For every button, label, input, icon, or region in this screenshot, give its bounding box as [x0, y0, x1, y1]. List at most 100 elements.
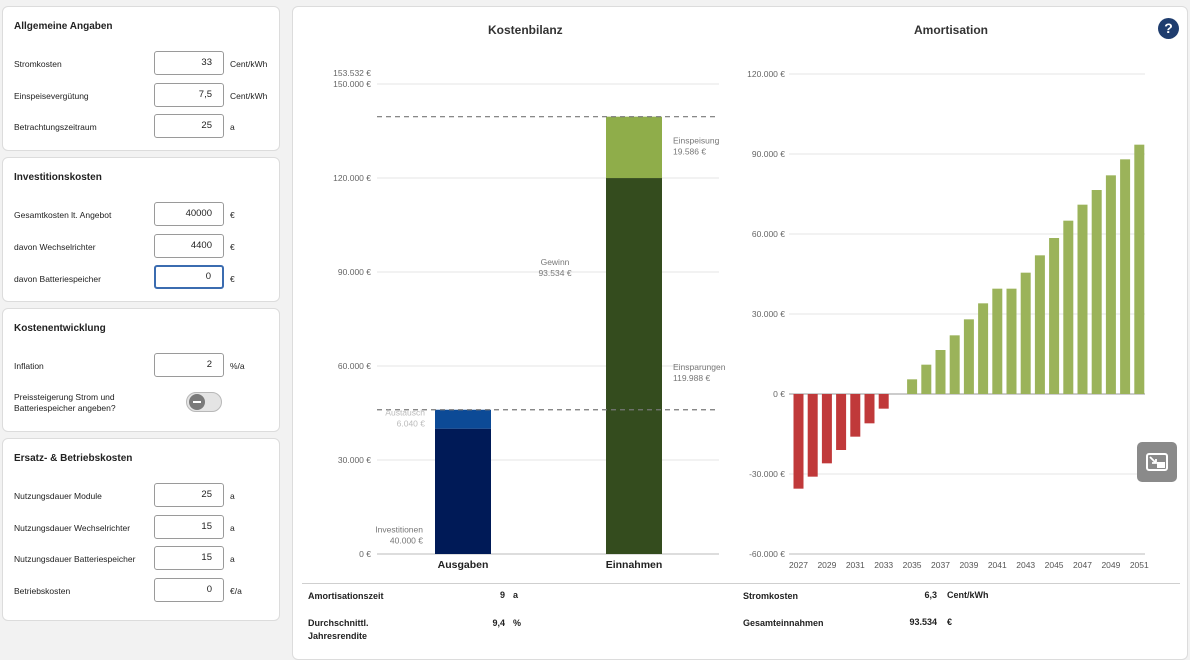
kb-label-name: Austausch — [385, 408, 425, 418]
amortisationszeit-unit: a — [513, 590, 519, 600]
kb-label-name: Investitionen — [375, 524, 423, 534]
picture-in-picture-icon — [1146, 453, 1168, 471]
betrachtungszeitraum-input[interactable]: 25 — [154, 114, 224, 138]
am-y-tick: -30.000 € — [749, 469, 785, 479]
batteriespeicher-input[interactable]: 0 — [154, 265, 224, 289]
am-x-tick: 2043 — [1016, 560, 1035, 570]
nd-module-input[interactable]: 25 — [154, 483, 224, 507]
am-y-tick: 120.000 € — [747, 69, 785, 79]
kb-y-tick: 30.000 € — [338, 455, 371, 465]
preissteigerung-label: Preissteigerung Strom und Batteriespeich… — [14, 392, 116, 413]
picture-in-picture-button[interactable] — [1137, 442, 1177, 482]
einspeiseverguetung-input[interactable]: 7,5 — [154, 83, 224, 107]
nd-batteriespeicher-label: Nutzungsdauer Batteriespeicher — [14, 554, 136, 564]
general-title: Allgemeine Angaben — [14, 21, 113, 32]
kb-bar-einsparungen — [606, 178, 662, 554]
betriebskosten-label: Betriebskosten — [14, 586, 71, 596]
am-x-tick: 2039 — [959, 560, 978, 570]
investment-title: Investitionskosten — [14, 172, 102, 183]
kostenbilanz-title: Kostenbilanz — [488, 23, 563, 37]
summary-divider — [302, 583, 1180, 584]
am-bar-2040 — [978, 303, 989, 394]
general-card: Allgemeine Angaben Stromkosten 33 Cent/k… — [2, 6, 280, 151]
am-y-tick: 60.000 € — [752, 229, 785, 239]
am-x-tick: 2029 — [817, 560, 836, 570]
stromkosten-result-value: 6,3 — [924, 590, 937, 600]
betriebskosten-unit: €/a — [230, 586, 242, 596]
kb-y-tick: 0 € — [359, 549, 371, 559]
investment-card: Investitionskosten Gesamtkosten lt. Ange… — [2, 157, 280, 302]
am-bar-2032 — [864, 394, 875, 424]
jahresrendite-value: 9,4 — [492, 618, 505, 628]
inflation-unit: %/a — [230, 361, 245, 371]
am-bar-2050 — [1120, 159, 1131, 394]
kb-y-tick: 153.532 € — [333, 68, 371, 78]
nd-wechselrichter-input[interactable]: 15 — [154, 515, 224, 539]
wechselrichter-label: davon Wechselrichter — [14, 242, 96, 252]
gesamteinnahmen-label: Gesamteinnahmen — [743, 618, 824, 628]
nd-batteriespeicher-unit: a — [230, 554, 235, 564]
amortisationszeit-value: 9 — [499, 590, 505, 600]
kb-x-label: Einnahmen — [606, 559, 663, 571]
am-bar-2037 — [935, 350, 946, 394]
kb-y-tick: 150.000 € — [333, 79, 371, 89]
am-bar-2035 — [907, 379, 918, 394]
am-x-tick: 2035 — [903, 560, 922, 570]
am-bar-2047 — [1077, 204, 1088, 394]
kb-gain-value: 93.534 € — [538, 268, 571, 278]
costdev-card: Kostenentwicklung Inflation 2 %/a Preiss… — [2, 308, 280, 432]
am-x-tick: 2047 — [1073, 560, 1092, 570]
am-x-tick: 2041 — [988, 560, 1007, 570]
question-circle-icon[interactable]: ? — [1158, 18, 1179, 39]
am-x-tick: 2045 — [1045, 560, 1064, 570]
am-bar-2033 — [878, 394, 889, 409]
am-bar-2031 — [850, 394, 861, 437]
einspeiseverguetung-label: Einspeisevergütung — [14, 91, 89, 101]
nd-module-unit: a — [230, 491, 235, 501]
stromkosten-result-unit: Cent/kWh — [947, 590, 989, 600]
am-bar-2048 — [1091, 190, 1102, 394]
toggle-knob — [189, 394, 205, 410]
wechselrichter-input[interactable]: 4400 — [154, 234, 224, 258]
jahresrendite-label: Durchschnittl. Jahresrendite — [308, 618, 369, 641]
results-panel: Kostenbilanz Amortisation ? 0 € 30.000 € 6… — [292, 6, 1188, 660]
preissteigerung-toggle[interactable] — [186, 392, 222, 412]
stromkosten-label: Stromkosten — [14, 59, 62, 69]
kostenbilanz-chart: 0 € 30.000 € 60.000 € 90.000 € 120.000 € 150.… — [333, 68, 726, 571]
betriebskosten-input[interactable]: 0 — [154, 578, 224, 602]
am-bar-2036 — [921, 364, 932, 394]
batteriespeicher-label: davon Batteriespeicher — [14, 274, 101, 284]
am-y-tick: -60.000 € — [749, 549, 785, 559]
am-x-tick: 2049 — [1101, 560, 1120, 570]
am-x-tick: 2027 — [789, 560, 808, 570]
stromkosten-result-label: Stromkosten — [743, 591, 799, 601]
am-bar-2028 — [807, 394, 818, 477]
operating-title: Ersatz- & Betriebskosten — [14, 453, 133, 464]
kb-y-tick: 60.000 € — [338, 361, 371, 371]
am-x-tick: 2033 — [874, 560, 893, 570]
kb-label-value: 6.040 € — [397, 419, 426, 429]
am-y-tick: 30.000 € — [752, 309, 785, 319]
nd-batteriespeicher-input[interactable]: 15 — [154, 546, 224, 570]
am-bar-2030 — [836, 394, 847, 450]
inflation-input[interactable]: 2 — [154, 353, 224, 377]
kb-label-value: 19.586 € — [673, 147, 706, 157]
am-x-tick: 2031 — [846, 560, 865, 570]
betrachtungszeitraum-unit: a — [230, 122, 235, 132]
am-bar-2046 — [1063, 220, 1074, 394]
batteriespeicher-unit: € — [230, 274, 235, 284]
stromkosten-input[interactable]: 33 — [154, 51, 224, 75]
kb-label-value: 119.988 € — [673, 373, 710, 383]
kb-x-label: Ausgaben — [438, 559, 489, 571]
operating-card: Ersatz- & Betriebskosten Nutzungsdauer M… — [2, 438, 280, 621]
gesamtkosten-unit: € — [230, 210, 235, 220]
costdev-title: Kostenentwicklung — [14, 323, 106, 334]
amortisation-title: Amortisation — [914, 23, 989, 37]
am-bar-2027 — [793, 394, 804, 489]
stromkosten-unit: Cent/kWh — [230, 59, 268, 69]
gesamteinnahmen-unit: € — [947, 617, 953, 627]
gesamtkosten-input[interactable]: 40000 — [154, 202, 224, 226]
am-y-tick: 0 € — [773, 389, 785, 399]
am-bar-2038 — [949, 335, 960, 394]
am-bar-2041 — [992, 288, 1003, 394]
